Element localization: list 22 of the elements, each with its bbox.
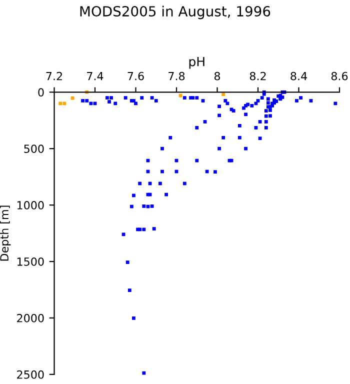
y-tick-label: 2500 xyxy=(17,370,44,379)
y-tick-label: 1000 xyxy=(17,201,44,210)
point xyxy=(62,102,66,106)
x-tick-label: 7.6 xyxy=(128,72,144,80)
x-tick-label: 7.4 xyxy=(87,72,104,80)
x-tick-label: 8.4 xyxy=(290,72,307,80)
y-tick-label: 2000 xyxy=(17,314,44,322)
x-tick-label: 7.2 xyxy=(46,72,62,80)
y-tick-label: 500 xyxy=(24,144,44,153)
y-tick-label: 1500 xyxy=(17,257,44,266)
x-tick-label: 8 xyxy=(214,72,220,80)
x-axis-title: pH xyxy=(189,57,204,69)
point xyxy=(70,96,74,100)
point xyxy=(58,102,62,106)
point xyxy=(178,94,182,98)
x-tick-label: 8.2 xyxy=(250,72,266,80)
point xyxy=(222,92,226,96)
y-tick-label: 0 xyxy=(38,88,44,97)
chart-title: MODS2005 in August, 1996 xyxy=(80,6,270,20)
x-tick-label: 7.8 xyxy=(168,72,185,80)
y-axis-title: Depth [m] xyxy=(0,206,11,261)
x-tick-label: 8.6 xyxy=(331,72,348,80)
